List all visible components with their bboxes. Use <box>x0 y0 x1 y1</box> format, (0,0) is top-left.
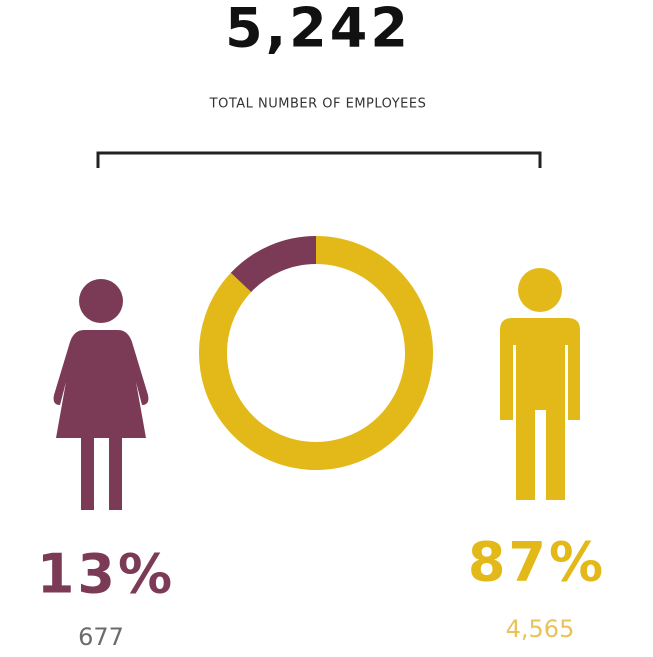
subtitle: TOTAL NUMBER OF EMPLOYEES <box>209 97 427 112</box>
donut-segment <box>230 236 317 293</box>
bracket <box>96 151 542 168</box>
male-icon <box>500 268 580 500</box>
count-label: 677 <box>78 623 124 651</box>
total: 5,242 <box>225 0 411 60</box>
percent-label: 87% <box>468 531 606 594</box>
percent-label: 13% <box>37 543 175 606</box>
body <box>500 318 580 500</box>
donut-segment <box>199 236 433 470</box>
female-icon <box>53 279 149 510</box>
count-label: 4,565 <box>506 615 575 643</box>
head <box>518 268 562 312</box>
body <box>53 330 149 510</box>
head <box>79 279 123 323</box>
